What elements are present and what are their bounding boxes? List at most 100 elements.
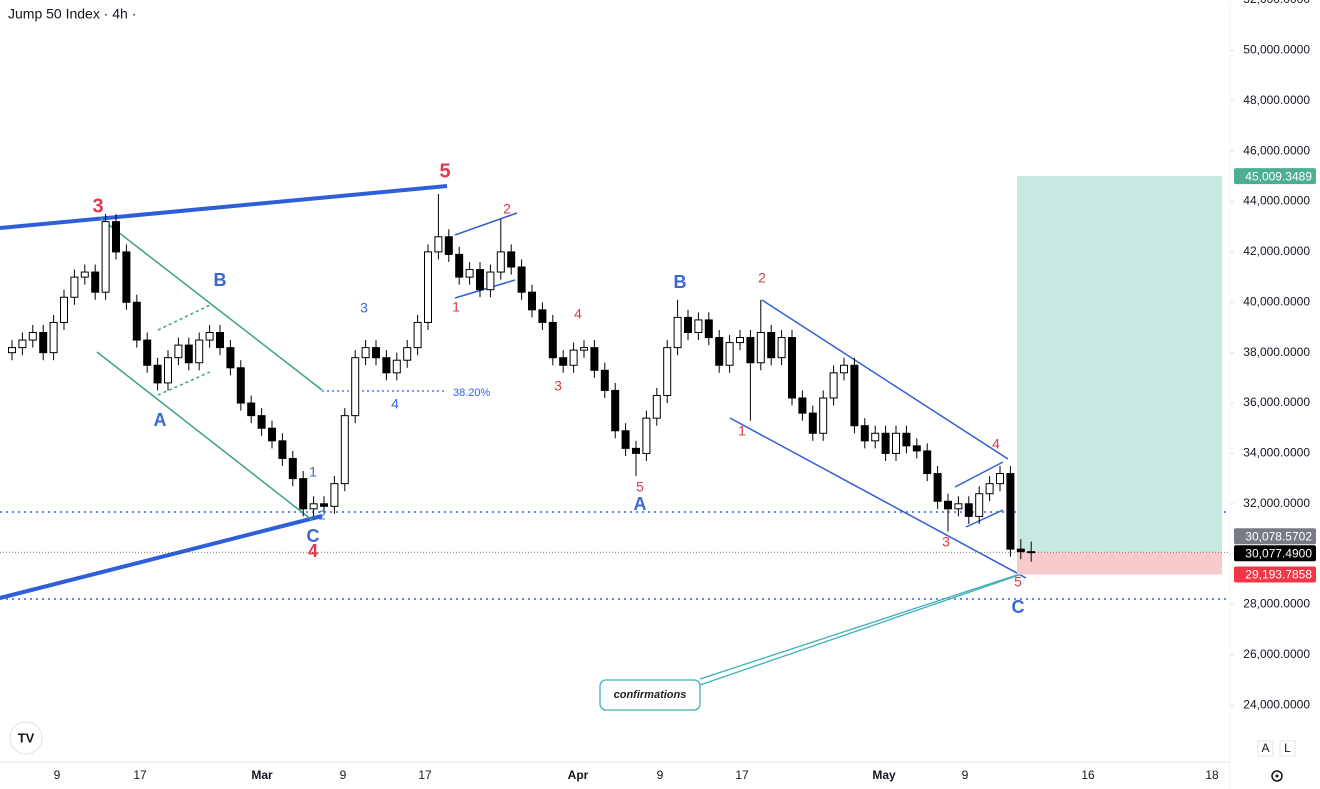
candle-body bbox=[486, 271, 495, 291]
candle-body bbox=[60, 296, 68, 323]
candle-body bbox=[164, 357, 172, 384]
channel-line bbox=[454, 212, 518, 236]
trend-line bbox=[0, 514, 323, 600]
auto-button[interactable] bbox=[1257, 740, 1274, 757]
candle-body bbox=[881, 432, 890, 454]
candle-body bbox=[715, 337, 724, 366]
candle-body bbox=[829, 372, 838, 399]
candle-body bbox=[392, 359, 401, 374]
candle-body bbox=[850, 364, 859, 427]
logo[interactable] bbox=[9, 721, 43, 755]
price-tag bbox=[1234, 528, 1316, 545]
candle-body bbox=[611, 389, 620, 432]
candle-body bbox=[309, 503, 318, 510]
candle-body bbox=[767, 332, 776, 359]
y-tick-label: 38,000.0000 bbox=[1243, 345, 1310, 359]
x-tick-label: 9 bbox=[54, 768, 61, 782]
candle-body bbox=[216, 332, 224, 349]
candle-body bbox=[8, 347, 16, 354]
candle-body bbox=[902, 432, 911, 447]
callout-text: confirmations bbox=[614, 689, 687, 701]
candle-body bbox=[382, 357, 391, 374]
candle-body bbox=[632, 447, 640, 454]
channel-line bbox=[454, 279, 516, 299]
profit-zone bbox=[1017, 176, 1222, 553]
price-tag bbox=[1234, 566, 1316, 583]
wave-label: 3 bbox=[92, 195, 103, 217]
candle-body bbox=[590, 347, 599, 371]
x-tick-label: 17 bbox=[735, 768, 749, 782]
settings-dot bbox=[1275, 774, 1279, 778]
x-tick-label: 17 bbox=[418, 768, 432, 782]
candle-body bbox=[892, 432, 900, 454]
candle-body bbox=[559, 357, 568, 366]
y-tick-label: 48,000.0000 bbox=[1243, 93, 1310, 107]
candle-body bbox=[434, 236, 443, 253]
wave-label: 5 bbox=[636, 479, 644, 495]
candle-body bbox=[580, 347, 588, 351]
candle-body bbox=[725, 342, 734, 366]
candle-body bbox=[684, 316, 692, 334]
candle-body bbox=[320, 503, 328, 507]
candle-body bbox=[330, 483, 339, 507]
candle-body bbox=[403, 347, 412, 361]
candle-body bbox=[299, 478, 308, 510]
x-tick-label: 9 bbox=[340, 768, 347, 782]
candle-body bbox=[548, 321, 557, 359]
candle-body bbox=[1027, 551, 1036, 554]
candle-body bbox=[174, 344, 183, 359]
button-label: A bbox=[1261, 741, 1269, 755]
x-tick-label: 17 bbox=[133, 768, 147, 782]
y-tick-label: 28,000.0000 bbox=[1243, 597, 1310, 611]
candle-body bbox=[860, 425, 869, 442]
wave-label: B bbox=[214, 270, 227, 290]
price-tag-label: 30,077.4900 bbox=[1245, 546, 1312, 560]
y-tick-label: 32,000.0000 bbox=[1243, 496, 1310, 510]
candle-body bbox=[652, 394, 661, 419]
wave-label: 2 bbox=[318, 507, 325, 522]
candle-body bbox=[923, 450, 932, 475]
candle-body bbox=[788, 337, 796, 399]
settings-button[interactable] bbox=[1271, 770, 1283, 782]
wave-label: C bbox=[1012, 597, 1025, 617]
wave-label: 3 bbox=[554, 378, 562, 394]
candle-body bbox=[101, 221, 110, 293]
candle-body bbox=[528, 291, 536, 311]
candle-body bbox=[476, 269, 484, 291]
candle-body bbox=[798, 397, 807, 414]
log-button[interactable] bbox=[1279, 740, 1296, 757]
candle-body bbox=[28, 332, 37, 341]
x-tick-label: 18 bbox=[1205, 768, 1219, 782]
candle-body bbox=[70, 276, 79, 298]
y-tick-label: 46,000.0000 bbox=[1243, 143, 1310, 157]
candle-body bbox=[413, 321, 422, 349]
x-tick-label: 16 bbox=[1081, 768, 1095, 782]
axes: 24,000.000026,000.000028,000.000030,000.… bbox=[54, 0, 1316, 782]
candle-body bbox=[985, 483, 994, 495]
price-tag-label: 29,193.7858 bbox=[1245, 568, 1312, 582]
candle-body bbox=[91, 271, 100, 293]
y-tick-label: 40,000.0000 bbox=[1243, 294, 1310, 308]
candle-body bbox=[455, 253, 464, 278]
wave-label: A bbox=[154, 410, 167, 430]
candle-body bbox=[226, 347, 235, 369]
wave-label: 2 bbox=[503, 201, 511, 217]
candle-body bbox=[1016, 548, 1025, 553]
callout-line bbox=[699, 573, 1021, 680]
candle-body bbox=[517, 266, 526, 293]
candle-body bbox=[496, 251, 505, 273]
candle-body bbox=[340, 415, 349, 485]
wave-label: 4 bbox=[574, 306, 582, 322]
x-tick-label: 9 bbox=[962, 768, 969, 782]
y-tick-label: 34,000.0000 bbox=[1243, 446, 1310, 460]
wave-label: 3 bbox=[942, 534, 950, 550]
candle-body bbox=[465, 269, 474, 278]
candle-body bbox=[777, 337, 786, 359]
x-tick-label: Mar bbox=[251, 768, 273, 782]
x-tick-label: 9 bbox=[657, 768, 664, 782]
wave-label: 1 bbox=[738, 423, 746, 439]
wave-label: 4 bbox=[308, 541, 318, 561]
trend-line bbox=[0, 184, 448, 230]
channel-line bbox=[157, 304, 211, 331]
